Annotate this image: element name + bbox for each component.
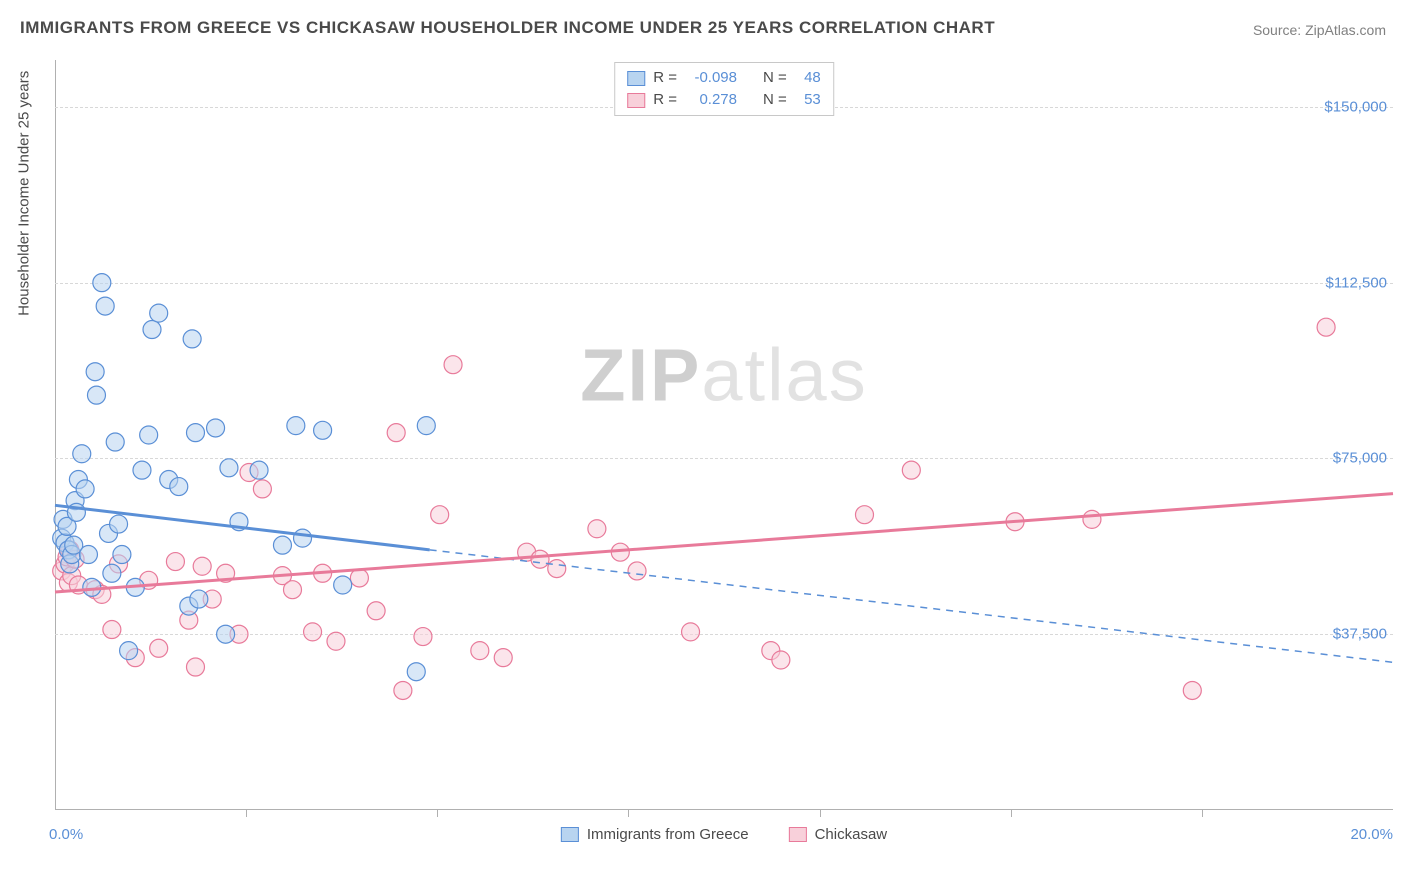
scatter-point — [220, 459, 238, 477]
scatter-point — [902, 461, 920, 479]
scatter-point — [170, 478, 188, 496]
legend-item-series2: Chickasaw — [789, 826, 888, 843]
scatter-point — [304, 623, 322, 641]
swatch-blue-icon — [627, 71, 645, 86]
swatch-blue-icon — [561, 827, 579, 842]
series2-r-value: 0.278 — [685, 89, 737, 111]
scatter-point — [855, 506, 873, 524]
series1-r-value: -0.098 — [685, 67, 737, 89]
scatter-point — [186, 424, 204, 442]
scatter-point — [417, 417, 435, 435]
scatter-point — [83, 578, 101, 596]
scatter-point — [113, 546, 131, 564]
x-tick — [820, 809, 821, 817]
scatter-point — [772, 651, 790, 669]
scatter-point — [166, 553, 184, 571]
scatter-point — [394, 681, 412, 699]
scatter-point — [186, 658, 204, 676]
scatter-point — [86, 363, 104, 381]
y-axis-title: Householder Income Under 25 years — [16, 71, 33, 316]
series1-n-value: 48 — [795, 67, 821, 89]
r-label: R = — [653, 89, 677, 111]
x-axis-max-label: 20.0% — [1350, 826, 1393, 843]
scatter-point — [79, 546, 97, 564]
legend-label-series1: Immigrants from Greece — [587, 826, 749, 843]
scatter-point — [120, 642, 138, 660]
scatter-point — [471, 642, 489, 660]
scatter-point — [431, 506, 449, 524]
scatter-point — [414, 628, 432, 646]
scatter-point — [1183, 681, 1201, 699]
scatter-point — [273, 536, 291, 554]
scatter-point — [588, 520, 606, 538]
x-tick — [1202, 809, 1203, 817]
scatter-point — [193, 557, 211, 575]
regression-line-pink — [55, 494, 1393, 592]
scatter-point — [106, 433, 124, 451]
x-tick — [437, 809, 438, 817]
scatter-point — [87, 386, 105, 404]
scatter-point — [103, 564, 121, 582]
x-axis-min-label: 0.0% — [49, 826, 83, 843]
scatter-point — [494, 649, 512, 667]
scatter-point — [334, 576, 352, 594]
scatter-point — [367, 602, 385, 620]
legend-label-series2: Chickasaw — [815, 826, 888, 843]
stats-row-series1: R = -0.098 N = 48 — [627, 67, 821, 89]
scatter-point — [190, 590, 208, 608]
x-tick — [246, 809, 247, 817]
scatter-point — [327, 632, 345, 650]
scatter-point — [682, 623, 700, 641]
scatter-point — [294, 529, 312, 547]
x-tick — [628, 809, 629, 817]
scatter-point — [103, 621, 121, 639]
scatter-point — [183, 330, 201, 348]
scatter-point — [76, 480, 94, 498]
scatter-point — [531, 550, 549, 568]
scatter-point — [250, 461, 268, 479]
scatter-point — [1083, 510, 1101, 528]
r-label: R = — [653, 67, 677, 89]
stats-row-series2: R = 0.278 N = 53 — [627, 89, 821, 111]
scatter-point — [548, 560, 566, 578]
scatter-point — [350, 569, 368, 587]
series2-n-value: 53 — [795, 89, 821, 111]
scatter-point — [444, 356, 462, 374]
n-label: N = — [763, 67, 787, 89]
scatter-point — [387, 424, 405, 442]
stats-legend-box: R = -0.098 N = 48 R = 0.278 N = 53 — [614, 62, 834, 116]
scatter-point — [407, 663, 425, 681]
n-label: N = — [763, 89, 787, 111]
chart-title: IMMIGRANTS FROM GREECE VS CHICKASAW HOUS… — [20, 18, 995, 38]
plot-area: ZIPatlas $37,500$75,000$112,500$150,000 … — [55, 60, 1393, 810]
scatter-point — [143, 321, 161, 339]
scatter-point — [96, 297, 114, 315]
scatter-point — [314, 421, 332, 439]
scatter-point — [287, 417, 305, 435]
scatter-point — [150, 304, 168, 322]
scatter-point — [253, 480, 271, 498]
legend-item-series1: Immigrants from Greece — [561, 826, 749, 843]
swatch-pink-icon — [789, 827, 807, 842]
scatter-point — [93, 274, 111, 292]
scatter-point — [1317, 318, 1335, 336]
scatter-point — [140, 426, 158, 444]
source-attribution: Source: ZipAtlas.com — [1253, 22, 1386, 38]
scatter-point — [133, 461, 151, 479]
regression-line-blue-dashed — [430, 550, 1393, 663]
scatter-point — [217, 625, 235, 643]
x-tick — [1011, 809, 1012, 817]
scatter-point — [207, 419, 225, 437]
scatter-point — [110, 515, 128, 533]
scatter-point — [150, 639, 168, 657]
scatter-point — [283, 581, 301, 599]
swatch-pink-icon — [627, 93, 645, 108]
chart-svg — [55, 60, 1393, 810]
scatter-point — [628, 562, 646, 580]
scatter-point — [73, 445, 91, 463]
legend-bottom: Immigrants from Greece Chickasaw — [561, 826, 887, 843]
